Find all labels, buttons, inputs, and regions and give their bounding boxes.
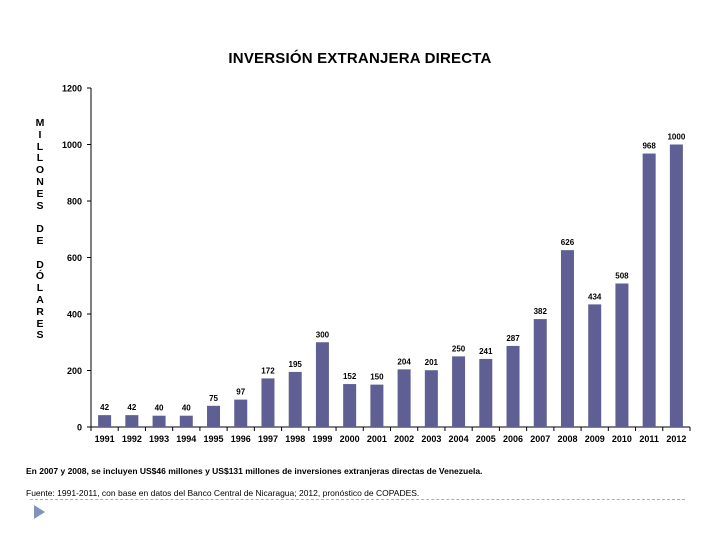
x-tick-label: 2012: [666, 434, 686, 444]
footer-divider: [30, 499, 685, 500]
x-tick-label: 2003: [421, 434, 441, 444]
y-axis-title-letter: Ó: [35, 270, 45, 283]
play-arrow-icon[interactable]: [34, 505, 45, 519]
data-label: 250: [452, 344, 466, 353]
data-label: 201: [425, 358, 439, 367]
y-axis-title-letter: D: [36, 258, 44, 271]
x-tick-label: 1991: [95, 434, 115, 444]
bar: [397, 369, 411, 427]
y-axis-title-letter: O: [35, 164, 45, 177]
x-tick-label: 2008: [557, 434, 577, 444]
y-tick-label: 1000: [62, 140, 82, 150]
x-tick-label: 1997: [258, 434, 278, 444]
bar: [669, 144, 683, 427]
data-label: 626: [561, 238, 575, 247]
y-axis-title-letter: N: [36, 175, 44, 188]
y-tick-label: 1200: [62, 84, 82, 94]
source-note: Fuente: 1991-2011, con base en datos del…: [26, 488, 420, 498]
y-tick-label: 400: [67, 310, 82, 320]
data-label: 150: [370, 373, 384, 382]
bar: [98, 415, 112, 427]
bar: [560, 250, 574, 427]
data-label: 42: [100, 403, 109, 412]
y-axis-title-letter: R: [36, 305, 44, 318]
y-tick-label: 800: [67, 197, 82, 207]
y-axis-title-letter: L: [36, 282, 44, 295]
y-axis-title-letter: E: [36, 234, 44, 247]
y-axis-title-letter: L: [36, 152, 44, 165]
y-axis-title-letter: D: [36, 223, 44, 236]
bar: [615, 283, 629, 427]
x-tick-label: 2005: [476, 434, 496, 444]
y-axis-title-letter: S: [36, 199, 44, 212]
x-tick-label: 1995: [204, 434, 224, 444]
data-label: 42: [127, 403, 136, 412]
y-tick-label: 600: [67, 253, 82, 263]
y-axis-title-letter: A: [36, 293, 44, 306]
data-label: 97: [236, 388, 245, 397]
bar: [479, 358, 493, 427]
chart-title: INVERSIÓN EXTRANJERA DIRECTA: [228, 50, 492, 67]
data-label: 40: [155, 404, 164, 413]
x-tick-label: 1992: [122, 434, 142, 444]
bar: [288, 371, 302, 427]
data-label: 152: [343, 372, 357, 381]
x-tick-label: 2010: [612, 434, 632, 444]
x-tick-label: 2011: [639, 434, 659, 444]
bar: [506, 345, 520, 427]
bar: [125, 415, 139, 427]
data-label: 434: [588, 292, 602, 301]
bar: [261, 378, 275, 427]
data-label: 241: [479, 347, 493, 356]
x-tick-label: 2006: [503, 434, 523, 444]
bar: [588, 304, 602, 427]
y-axis-title-letter: L: [36, 140, 44, 153]
y-axis-title-letter: I: [38, 128, 42, 141]
x-tick-label: 1998: [285, 434, 305, 444]
data-label: 300: [316, 330, 330, 339]
x-tick-label: 2001: [367, 434, 387, 444]
bar-chart: 0 200 400 600 800 1000 1200 42 1991 42 1992 40 1993 4…: [62, 84, 691, 444]
x-tick-label: 2004: [449, 434, 469, 444]
note-venezuela: En 2007 y 2008, se incluyen US$46 millon…: [26, 466, 483, 476]
x-tick-label: 1999: [312, 434, 332, 444]
data-label: 508: [615, 271, 629, 280]
data-label: 75: [209, 394, 218, 403]
x-tick-label: 2007: [530, 434, 550, 444]
y-axis-title-letter: M: [35, 117, 45, 129]
x-tick-label: 1994: [176, 434, 196, 444]
y-tick-label: 0: [77, 423, 82, 433]
bar: [642, 153, 656, 428]
bar: [207, 405, 221, 427]
bar: [343, 384, 357, 427]
x-tick-label: 2009: [585, 434, 605, 444]
data-label: 287: [506, 334, 520, 343]
bar: [234, 399, 248, 427]
x-tick-label: 1993: [149, 434, 169, 444]
data-label: 172: [261, 366, 275, 375]
x-tick-label: 1996: [231, 434, 251, 444]
data-label: 1000: [667, 133, 685, 142]
x-tick-label: 2002: [394, 434, 414, 444]
bar: [424, 370, 438, 427]
data-label: 40: [182, 404, 191, 413]
data-label: 195: [289, 360, 303, 369]
y-tick-label: 200: [67, 366, 82, 376]
data-label: 382: [534, 307, 548, 316]
data-label: 204: [397, 357, 411, 366]
bar: [152, 415, 166, 427]
bar: [370, 384, 384, 427]
y-axis-title-letter: S: [36, 329, 44, 342]
data-label: 968: [642, 142, 656, 151]
x-tick-label: 2000: [340, 434, 360, 444]
bar: [452, 356, 466, 427]
y-axis-title-letter: E: [36, 317, 44, 330]
bar: [533, 319, 547, 427]
y-axis-title-letter: E: [36, 187, 44, 200]
bar: [179, 415, 193, 427]
bar: [315, 342, 329, 427]
